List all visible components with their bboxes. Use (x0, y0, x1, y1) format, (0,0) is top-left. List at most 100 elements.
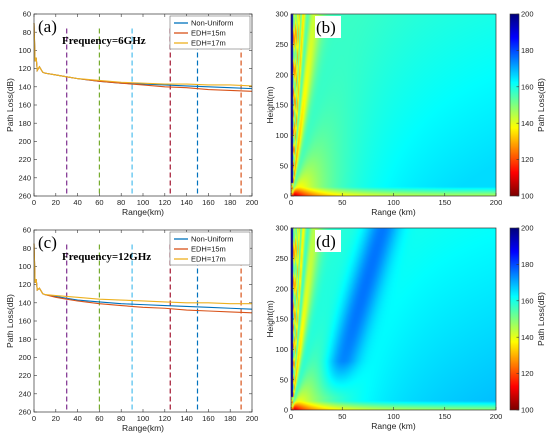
x-tick-label: 100 (137, 198, 150, 207)
y-tick-label: 160 (18, 317, 31, 326)
colorbar-tick-label: 100 (521, 192, 534, 201)
x-tick-label: 200 (490, 412, 503, 421)
y-tick-label: 200 (275, 284, 288, 293)
colorbar-tick-label: 140 (521, 333, 534, 342)
x-tick-label: 0 (289, 412, 293, 421)
colorbar-tick-label: 160 (521, 82, 534, 91)
x-tick-label: 200 (246, 414, 259, 423)
colorbar-frame (509, 227, 520, 411)
colorbar-label: Path Loss(dB) (536, 292, 546, 346)
y-tick-label: 240 (18, 389, 31, 398)
y-axis-label: Path Loss(dB) (5, 294, 15, 348)
x-tick-label: 50 (338, 412, 346, 421)
x-tick-label: 120 (159, 198, 172, 207)
y-axis-label: Path Loss(dB) (5, 78, 15, 132)
y-tick-label: 140 (18, 298, 31, 307)
x-tick-label: 80 (117, 414, 125, 423)
legend-entry: Non-Uniform (191, 235, 234, 244)
heatmap-image (291, 14, 496, 196)
x-tick-label: 150 (438, 412, 451, 421)
panel-label-backdrop (315, 230, 341, 252)
legend-entry: Non-Uniform (191, 19, 234, 28)
y-tick-label: 140 (18, 82, 31, 91)
series-line-edh-17m (33, 23, 253, 87)
x-tick-label: 200 (246, 198, 259, 207)
x-tick-label: 50 (338, 198, 346, 207)
colorbar-tick-label: 100 (521, 406, 534, 415)
heatmap-chart-1: 0 50 100 150 200 0 50 100 150 200 250 300 Range (km)… (265, 10, 546, 217)
x-tick-label: 150 (438, 198, 451, 207)
x-axis-label: Range (km) (371, 207, 416, 217)
legend-entry: EDH=15m (191, 29, 226, 38)
x-tick-label: 0 (32, 414, 36, 423)
x-tick-label: 160 (202, 198, 215, 207)
plot-frame (33, 229, 253, 413)
line-chart-2: 0 20 40 60 80 100 120 140 160 180 200 60 80 100 120 140… (5, 226, 258, 433)
x-tick-label: 60 (95, 198, 103, 207)
y-tick-label: 260 (18, 192, 31, 201)
colorbar-tick-label: 200 (521, 10, 534, 19)
y-tick-label: 300 (275, 10, 288, 19)
y-tick-label: 200 (18, 353, 31, 362)
y-tick-label: 100 (275, 131, 288, 140)
colorbar-tick-label: 200 (521, 224, 534, 233)
x-tick-label: 0 (32, 198, 36, 207)
y-tick-label: 180 (18, 335, 31, 344)
x-tick-label: 120 (159, 414, 172, 423)
x-axis-label: Range (km) (371, 421, 416, 431)
x-tick-label: 80 (117, 198, 125, 207)
legend-entry: EDH=17m (191, 39, 226, 48)
x-axis-label: Range(km) (122, 207, 164, 217)
colorbar-label: Path Loss(dB) (536, 78, 546, 132)
x-tick-label: 100 (387, 412, 400, 421)
y-tick-label: 200 (18, 137, 31, 146)
y-tick-label: 300 (275, 224, 288, 233)
y-tick-label: 250 (275, 40, 288, 49)
y-tick-label: 100 (275, 345, 288, 354)
y-tick-label: 160 (18, 101, 31, 110)
x-tick-label: 100 (137, 414, 150, 423)
x-tick-label: 140 (180, 198, 193, 207)
y-tick-label: 150 (275, 101, 288, 110)
y-tick-label: 120 (18, 64, 31, 73)
frequency-annotation: Frequency=12GHz (62, 251, 151, 263)
y-tick-label: 80 (23, 244, 31, 253)
y-tick-label: 60 (23, 226, 31, 235)
x-tick-label: 180 (224, 198, 237, 207)
y-tick-label: 0 (284, 406, 288, 415)
x-axis-label: Range(km) (122, 423, 164, 433)
colorbar-tick-label: 120 (521, 369, 534, 378)
panel-label-backdrop (315, 16, 341, 38)
plot-frame (33, 13, 253, 197)
colorbar (510, 14, 519, 196)
colorbar-tick-label: 140 (521, 119, 534, 128)
y-tick-label: 220 (18, 371, 31, 380)
x-tick-label: 0 (289, 198, 293, 207)
y-tick-label: 260 (18, 408, 31, 417)
colorbar-frame (509, 13, 520, 197)
panel-label: (a) (38, 17, 57, 36)
x-tick-label: 140 (180, 414, 193, 423)
y-axis-label: Height(m) (265, 300, 275, 337)
panel-label: (c) (38, 233, 57, 252)
y-tick-label: 250 (275, 254, 288, 263)
panel-label: (b) (316, 18, 336, 37)
y-tick-label: 120 (18, 280, 31, 289)
y-tick-label: 80 (23, 28, 31, 37)
y-tick-label: 50 (280, 375, 288, 384)
colorbar-tick-label: 180 (521, 260, 534, 269)
colorbar-tick-label: 160 (521, 296, 534, 305)
y-tick-label: 240 (18, 173, 31, 182)
x-tick-label: 60 (95, 414, 103, 423)
heatmap-image (291, 228, 496, 410)
heatmap-chart-3: 0 50 100 150 200 0 50 100 150 200 250 300 Range (km)… (265, 224, 546, 431)
y-tick-label: 100 (18, 262, 31, 271)
y-tick-label: 0 (284, 192, 288, 201)
colorbar-tick-label: 180 (521, 46, 534, 55)
y-tick-label: 220 (18, 155, 31, 164)
x-tick-label: 20 (52, 198, 60, 207)
y-tick-label: 200 (275, 70, 288, 79)
line-chart-0: 0 20 40 60 80 100 120 140 160 180 200 60 80 100 120 140… (5, 10, 258, 217)
y-axis-label: Height(m) (265, 86, 275, 123)
